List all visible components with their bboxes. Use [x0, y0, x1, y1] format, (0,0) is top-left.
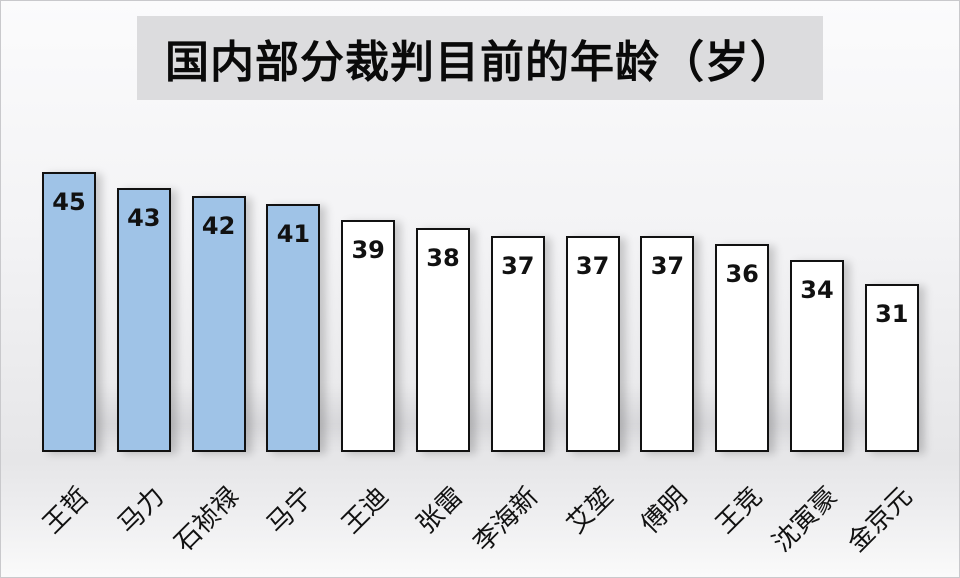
bar-4: 39 — [341, 220, 396, 452]
x-axis-label: 王迪 — [336, 481, 395, 540]
bar-value-label: 36 — [725, 260, 759, 288]
chart-title: 国内部分裁判目前的年龄（岁） — [165, 37, 795, 88]
bar-3: 41 — [266, 204, 321, 452]
bar-value-label: 43 — [127, 204, 161, 232]
bar-11: 31 — [864, 284, 919, 452]
bar-9: 36 — [715, 244, 770, 452]
x-axis-label: 傅明 — [635, 481, 694, 540]
bar-1: 43 — [116, 188, 171, 452]
bar-10: 34 — [790, 260, 844, 452]
bar-8: 37 — [640, 236, 695, 452]
x-axis-label: 张雷 — [411, 481, 470, 540]
x-axis-label: 李海新 — [467, 481, 545, 559]
bar-value-label: 37 — [650, 252, 685, 280]
bar-value-label: 39 — [351, 236, 385, 264]
bar-value-label: 34 — [800, 276, 834, 304]
bar-6: 37 — [490, 236, 545, 452]
bar-value-label: 38 — [426, 244, 460, 272]
bar-7: 37 — [565, 236, 620, 452]
bar-value-label: 37 — [575, 252, 610, 280]
bar-value-label: 31 — [875, 300, 909, 328]
chart-title-box: 国内部分裁判目前的年龄（岁） — [137, 16, 823, 100]
x-axis-label: 王竞 — [710, 481, 769, 540]
bar-value-label: 42 — [201, 212, 236, 240]
x-axis-label: 石祯禄 — [168, 481, 245, 559]
x-axis-label: 艾堃 — [560, 481, 619, 540]
bar-2: 42 — [191, 196, 246, 452]
bar-value-label: 45 — [52, 188, 86, 216]
bar-value-label: 37 — [501, 252, 535, 280]
x-axis-label: 马力 — [112, 481, 171, 540]
x-axis-label: 王哲 — [37, 481, 96, 540]
bar-value-label: 41 — [276, 220, 311, 248]
x-axis-label: 沈寅豪 — [767, 481, 844, 559]
bar-0: 45 — [42, 172, 96, 452]
x-axis-label: 金京元 — [841, 481, 919, 559]
bar-5: 38 — [416, 228, 470, 452]
x-axis-label: 马宁 — [261, 481, 320, 540]
